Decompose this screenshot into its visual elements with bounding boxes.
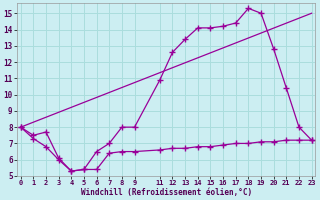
X-axis label: Windchill (Refroidissement éolien,°C): Windchill (Refroidissement éolien,°C) — [81, 188, 252, 197]
